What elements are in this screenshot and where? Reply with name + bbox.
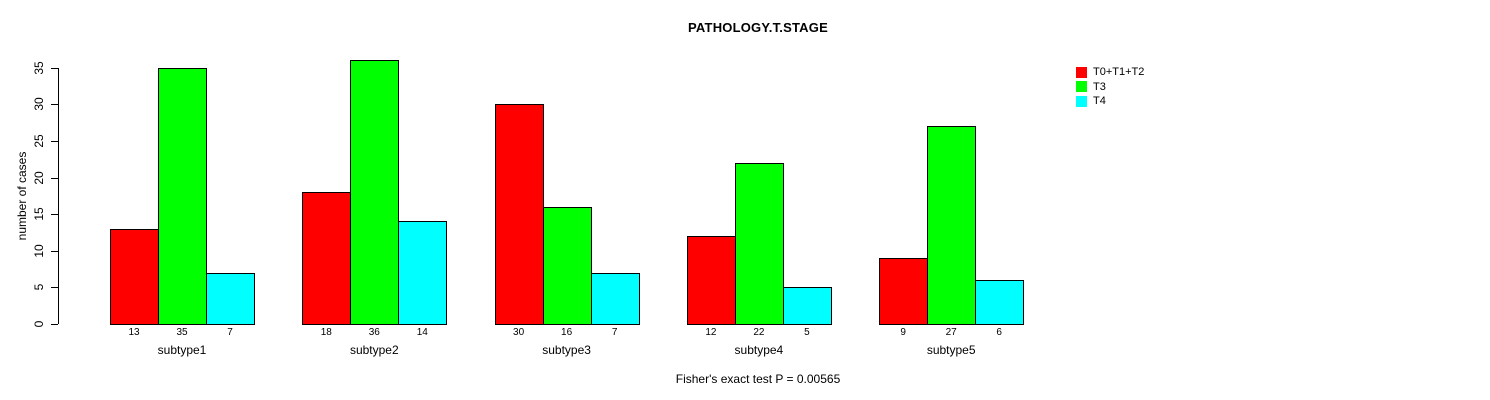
- legend-swatch-icon: [1076, 81, 1087, 93]
- bar-value-label: 6: [996, 327, 1002, 338]
- y-axis-tick: [51, 141, 58, 142]
- bar-value-label: 5: [804, 327, 810, 338]
- y-axis-label: number of cases: [15, 151, 29, 241]
- bar-t3: [734, 162, 784, 325]
- y-axis-tick: [51, 178, 58, 179]
- bar-t4: [975, 280, 1025, 325]
- y-axis-line: [58, 67, 59, 324]
- y-axis-tick: [51, 68, 58, 69]
- y-axis-tick-label: 25: [32, 134, 46, 148]
- bar-t0-t1-t2: [879, 258, 929, 325]
- category-label: subtype4: [734, 343, 784, 357]
- bar-t4: [590, 272, 640, 325]
- bar-value-label: 12: [705, 327, 717, 338]
- bar-value-label: 16: [561, 327, 573, 338]
- y-axis-tick-label: 30: [32, 97, 46, 111]
- bar-value-label: 22: [753, 327, 765, 338]
- bar-value-label: 27: [945, 327, 957, 338]
- category-label: subtype5: [926, 343, 976, 357]
- y-axis-tick: [51, 214, 58, 215]
- y-axis-tick-label: 5: [32, 284, 46, 291]
- chart-title: PATHOLOGY.T.STAGE: [688, 20, 828, 35]
- y-axis-tick-label: 35: [32, 61, 46, 75]
- bar-t0-t1-t2: [302, 192, 352, 325]
- bar-t3: [542, 206, 592, 325]
- legend-item: T4: [1076, 95, 1106, 107]
- y-axis-tick-label: 15: [32, 207, 46, 221]
- bar-value-label: 7: [611, 327, 618, 338]
- y-axis-tick-label: 20: [32, 170, 46, 185]
- y-axis-tick-label: 0: [32, 320, 46, 328]
- y-axis-tick: [51, 251, 58, 252]
- bar-value-label: 7: [227, 327, 233, 338]
- bar-t4: [782, 287, 832, 325]
- bar-value-label: 36: [368, 327, 380, 338]
- bar-value-label: 35: [176, 327, 188, 338]
- bar-value-label: 30: [513, 327, 525, 338]
- legend-item: T3: [1076, 81, 1106, 93]
- bar-t0-t1-t2: [110, 228, 159, 325]
- category-label: subtype1: [157, 343, 207, 357]
- annotation-text: Fisher's exact test P = 0.00565: [675, 372, 841, 386]
- bar-value-label: 14: [416, 327, 428, 338]
- bar-t3: [350, 60, 400, 325]
- bar-value-label: 18: [320, 327, 332, 338]
- legend-item-label: T4: [1093, 95, 1106, 108]
- y-axis-tick: [51, 287, 58, 288]
- y-axis-tick: [51, 324, 58, 325]
- category-label: subtype3: [542, 343, 591, 357]
- bar-t3: [158, 67, 207, 325]
- bar-value-label: 13: [128, 327, 140, 338]
- bar-t4: [206, 272, 255, 325]
- legend-item-label: T0+T1+T2: [1093, 66, 1145, 78]
- y-axis-tick-label: 10: [32, 244, 46, 258]
- bar-t0-t1-t2: [686, 236, 736, 325]
- y-axis-tick: [51, 104, 58, 105]
- legend-swatch-icon: [1076, 95, 1087, 107]
- bar-value-label: 9: [900, 327, 906, 338]
- legend-swatch-icon: [1076, 66, 1087, 78]
- bar-t3: [927, 126, 977, 325]
- bar-t4: [398, 221, 448, 325]
- category-label: subtype2: [349, 343, 399, 357]
- legend-item-label: T3: [1093, 80, 1106, 93]
- legend-item: T0+T1+T2: [1076, 66, 1144, 78]
- bar-t0-t1-t2: [494, 104, 544, 325]
